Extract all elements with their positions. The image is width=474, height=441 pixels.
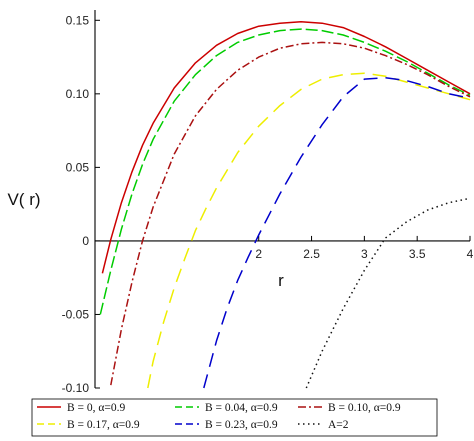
x-tick-label: 3: [361, 247, 368, 261]
series-line-1: [101, 21, 471, 274]
x-tick-label: 2: [255, 247, 262, 261]
legend-entry: B = 0.10, α=0.9: [298, 402, 401, 414]
legend-label: A=2: [328, 419, 349, 431]
y-tick-label: 0.05: [66, 160, 90, 174]
legend: B = 0, α=0.9 B = 0.04, α=0.9 B = 0.10, α=0…: [31, 398, 438, 437]
y-tick-label: 0: [82, 234, 89, 248]
y-tick-label: 0.10: [66, 87, 90, 101]
legend-entry: A=2: [298, 419, 349, 431]
axes: [94, 10, 471, 389]
series-line-3: [110, 41, 471, 386]
legend-entries: B = 0, α=0.9 B = 0.04, α=0.9 B = 0.10, α=0…: [37, 402, 401, 431]
x-tick-label: 3.5: [409, 247, 426, 261]
legend-frame: [31, 398, 438, 437]
series-lines: [99, 21, 471, 389]
x-axis-label: r: [278, 271, 284, 290]
legend-label: B = 0, α=0.9: [67, 402, 126, 414]
legend-entry: B = 0.23, α=0.9: [175, 419, 278, 431]
x-tick-label: 4: [467, 247, 474, 261]
y-tick-label: -0.10: [62, 381, 90, 395]
y-tick-label: 0.15: [66, 13, 90, 27]
x-tick-label: 2.5: [303, 247, 320, 261]
legend-label: B = 0.23, α=0.9: [205, 419, 278, 431]
legend-label: B = 0.10, α=0.9: [328, 402, 401, 414]
legend-entry: B = 0.17, α=0.9: [37, 419, 140, 431]
series-line-4: [147, 72, 471, 389]
tick-labels: 0.15 0.10 0.05 0 -0.05 -0.10 2 2.5 3 3.5 4: [62, 13, 474, 395]
y-tick-label: -0.05: [62, 307, 90, 321]
legend-entry: B = 0.04, α=0.9: [175, 402, 278, 414]
legend-label: B = 0.17, α=0.9: [67, 419, 140, 431]
legend-label: B = 0.04, α=0.9: [205, 402, 278, 414]
series-line-2: [99, 28, 471, 315]
series-line-6: [305, 197, 471, 389]
y-axis-label: V( r): [7, 190, 40, 209]
series-line-5: [203, 76, 471, 389]
legend-entry: B = 0, α=0.9: [37, 402, 126, 414]
